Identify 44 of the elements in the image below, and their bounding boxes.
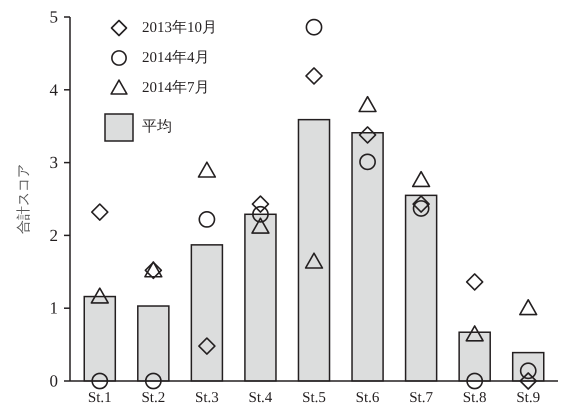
point: [251, 217, 270, 234]
x-tick-label: St.3: [195, 390, 219, 406]
point: [306, 18, 322, 36]
point: [305, 67, 323, 85]
y-tick-label: 2: [50, 226, 58, 245]
point: [519, 299, 538, 316]
y-tick-label: 5: [50, 8, 58, 26]
point: [144, 372, 162, 390]
point: [466, 372, 484, 390]
point: [90, 203, 109, 221]
legend-label: 平均: [142, 118, 172, 135]
legend-label: 2013年10月: [142, 19, 217, 36]
point: [359, 153, 376, 170]
x-tick-label: St.1: [88, 390, 112, 406]
point: [358, 96, 377, 112]
point: [304, 252, 324, 269]
point: [198, 161, 216, 178]
x-tick-label: St.2: [141, 390, 166, 406]
point: [358, 126, 376, 144]
y-axis-title: 合計スコア: [16, 164, 32, 234]
legend-label: 2014年4月: [142, 49, 210, 66]
point: [252, 195, 270, 213]
y-tick-label: 1: [50, 298, 58, 318]
y-tick-label: 0: [50, 372, 58, 390]
x-tick-label: St.4: [248, 390, 273, 406]
point: [519, 372, 538, 390]
point: [412, 195, 430, 213]
point: [252, 206, 269, 223]
x-tick-label: St.8: [462, 390, 487, 406]
point: [465, 325, 484, 342]
y-tick-label: 4: [50, 80, 58, 100]
y-tick-label: 3: [50, 153, 58, 172]
x-tick-label: St.5: [302, 390, 326, 406]
x-tick-label: St.7: [409, 390, 434, 406]
point: [91, 372, 108, 390]
legend-label: 2014年7月: [142, 79, 210, 96]
point: [412, 200, 430, 217]
point: [198, 210, 216, 228]
point: [466, 273, 484, 291]
x-tick-label: St.6: [356, 390, 380, 406]
x-tick-label: St.9: [516, 390, 540, 406]
point: [198, 337, 216, 355]
point: [90, 287, 109, 304]
point: [412, 170, 430, 188]
